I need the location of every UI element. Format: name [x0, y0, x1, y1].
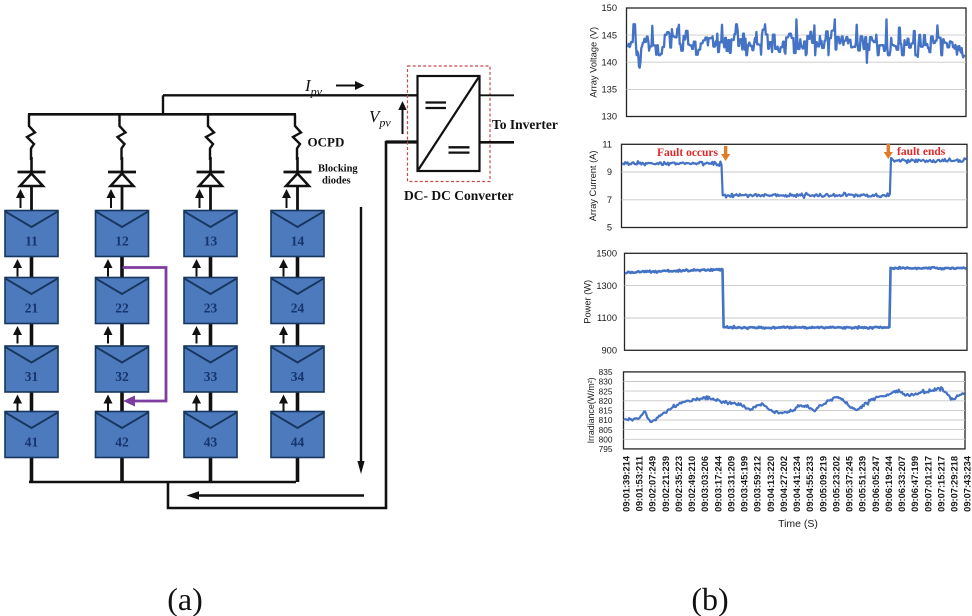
svg-text:13: 13 [204, 234, 218, 249]
svg-text:11: 11 [25, 234, 38, 249]
svg-text:09:02:35:223: 09:02:35:223 [674, 456, 684, 512]
svg-text:To Inverter: To Inverter [492, 117, 558, 132]
svg-text:09:02:21:239: 09:02:21:239 [661, 456, 671, 512]
svg-text:135: 135 [601, 85, 617, 95]
svg-text:825: 825 [599, 386, 613, 396]
svg-text:fault ends: fault ends [897, 146, 946, 158]
svg-text:OCPD: OCPD [308, 135, 345, 150]
svg-text:23: 23 [204, 301, 218, 316]
svg-text:diodes: diodes [322, 176, 351, 187]
svg-text:Blocking: Blocking [318, 164, 358, 175]
svg-text:09:07:29:218: 09:07:29:218 [950, 456, 960, 512]
svg-text:09:05:37:245: 09:05:37:245 [845, 456, 855, 512]
svg-text:1300: 1300 [596, 281, 617, 291]
svg-text:9: 9 [607, 167, 612, 177]
svg-text:820: 820 [599, 396, 613, 406]
svg-text:09:06:47:199: 09:06:47:199 [910, 456, 920, 512]
svg-text:09:05:09:219: 09:05:09:219 [818, 456, 828, 512]
svg-text:900: 900 [601, 346, 617, 356]
svg-text:09:03:45:199: 09:03:45:199 [740, 456, 750, 512]
svg-text:41: 41 [25, 435, 39, 450]
svg-text:Fault occurs: Fault occurs [657, 147, 719, 159]
svg-text:32: 32 [115, 369, 129, 384]
svg-text:34: 34 [291, 369, 305, 384]
svg-text:24: 24 [291, 301, 305, 316]
svg-text:14: 14 [291, 234, 305, 249]
svg-text:830: 830 [599, 377, 613, 387]
svg-text:Power (W): Power (W) [583, 280, 593, 324]
svg-text:09:01:39:214: 09:01:39:214 [622, 455, 632, 512]
svg-text:09:05:51:239: 09:05:51:239 [858, 456, 868, 512]
svg-text:21: 21 [25, 301, 39, 316]
svg-text:09:03:59:212: 09:03:59:212 [753, 456, 763, 512]
svg-text:805: 805 [599, 425, 613, 435]
svg-text:Array Voltage (V): Array Voltage (V) [589, 27, 599, 98]
svg-text:09:03:17:244: 09:03:17:244 [713, 455, 723, 512]
svg-text:09:02:49:210: 09:02:49:210 [687, 456, 697, 512]
svg-text:11: 11 [602, 140, 612, 150]
svg-text:22: 22 [115, 301, 129, 316]
svg-text:DC- DC Converter: DC- DC Converter [404, 188, 513, 203]
svg-text:5: 5 [607, 223, 612, 233]
svg-text:09:06:33:207: 09:06:33:207 [897, 456, 907, 512]
svg-text:09:04:27:202: 09:04:27:202 [779, 456, 789, 512]
svg-text:140: 140 [601, 57, 617, 67]
svg-text:42: 42 [115, 435, 129, 450]
svg-text:09:06:19:244: 09:06:19:244 [884, 455, 894, 512]
svg-text:09:04:41:234: 09:04:41:234 [792, 455, 802, 512]
svg-text:09:04:55:233: 09:04:55:233 [805, 456, 815, 512]
svg-text:09:03:31:209: 09:03:31:209 [727, 456, 737, 512]
svg-text:09:04:13:220: 09:04:13:220 [766, 456, 776, 512]
svg-text:810: 810 [599, 415, 613, 425]
svg-text:09:06:05:247: 09:06:05:247 [871, 456, 881, 512]
svg-text:(a): (a) [167, 581, 203, 616]
svg-text:1500: 1500 [596, 249, 617, 259]
svg-text:130: 130 [601, 112, 617, 122]
svg-text:09:07:15:217: 09:07:15:217 [936, 456, 946, 512]
svg-text:09:07:43:234: 09:07:43:234 [963, 455, 972, 512]
svg-text:145: 145 [601, 30, 617, 40]
svg-text:09:03:03:206: 09:03:03:206 [700, 456, 710, 512]
svg-text:31: 31 [25, 369, 39, 384]
svg-text:09:05:23:202: 09:05:23:202 [831, 456, 841, 512]
svg-text:150: 150 [601, 3, 617, 13]
svg-text:09:01:53:211: 09:01:53:211 [635, 456, 645, 511]
svg-text:09:07:01:217: 09:07:01:217 [923, 456, 933, 512]
svg-text:44: 44 [291, 435, 305, 450]
svg-text:815: 815 [599, 406, 613, 416]
svg-text:Array Current (A): Array Current (A) [588, 151, 598, 222]
svg-text:7: 7 [607, 195, 612, 205]
svg-text:Vpv: Vpv [369, 107, 391, 130]
svg-text:835: 835 [599, 367, 613, 377]
svg-text:Time (S): Time (S) [778, 518, 818, 530]
svg-text:Irradiance(W/m²): Irradiance(W/m²) [586, 377, 596, 443]
svg-text:43: 43 [204, 435, 218, 450]
svg-text:1100: 1100 [597, 313, 617, 323]
svg-text:12: 12 [115, 234, 129, 249]
svg-text:800: 800 [599, 434, 613, 444]
svg-text:33: 33 [204, 369, 218, 384]
svg-text:(b): (b) [691, 581, 728, 616]
svg-text:795: 795 [599, 444, 613, 454]
svg-text:09:02:07:249: 09:02:07:249 [648, 456, 658, 512]
